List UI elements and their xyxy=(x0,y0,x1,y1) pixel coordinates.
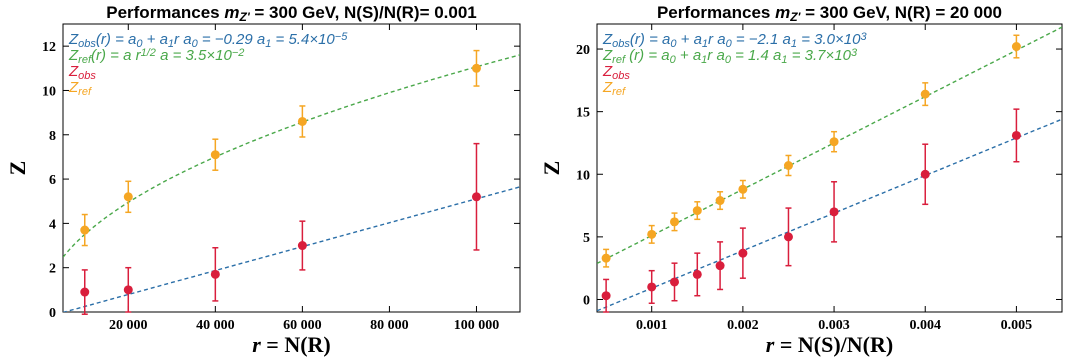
legend-entry: Zref xyxy=(602,79,626,98)
y-tick-label: 10 xyxy=(576,168,590,183)
data-point-ref xyxy=(80,225,90,235)
data-point-obs xyxy=(920,169,930,179)
data-point-obs xyxy=(829,207,839,217)
x-tick-label: 40 000 xyxy=(196,318,235,333)
chart-panel-1: Performances mZ' = 300 GeV, N(S)/N(R)= 0… xyxy=(5,3,521,357)
legend-entry: Zref(r) = a r1/2 a = 3.5×10−2 xyxy=(68,47,244,66)
data-point-obs xyxy=(123,285,133,295)
y-tick-label: 15 xyxy=(576,106,590,121)
legend-entry: Zref (r) = a0 + a1r a0 = 1.4 a1 = 3.7×10… xyxy=(602,47,858,66)
data-point-ref xyxy=(783,160,793,170)
data-point-obs xyxy=(210,269,220,279)
data-point-obs xyxy=(647,282,657,292)
data-point-ref xyxy=(647,229,657,239)
x-tick-label: 20 000 xyxy=(109,318,148,333)
data-point-obs xyxy=(670,277,679,287)
legend-entry: Zobs(r) = a0 + a1r a0 = −2.1 a1 = 3.0×10… xyxy=(602,31,867,50)
plot-frame xyxy=(62,23,521,313)
y-tick-label: 4 xyxy=(49,217,56,232)
y-tick-label: 10 xyxy=(42,84,56,99)
data-point-ref xyxy=(123,192,133,202)
data-point-obs xyxy=(297,241,307,251)
data-point-obs xyxy=(715,261,725,271)
data-point-obs xyxy=(80,287,90,297)
x-tick-label: 0.001 xyxy=(636,318,668,333)
chart-title: Performances mZ' = 300 GeV, N(R) = 20 00… xyxy=(657,3,1002,24)
data-point-ref xyxy=(601,253,611,263)
data-point-ref xyxy=(738,184,748,194)
y-axis-label: Z xyxy=(539,161,564,176)
data-point-obs xyxy=(471,192,481,202)
data-point-ref xyxy=(829,137,839,147)
x-tick-label: 100 000 xyxy=(454,318,500,333)
chart-panel-2: Performances mZ' = 300 GeV, N(R) = 20 00… xyxy=(539,3,1063,357)
legend-entry: Zobs xyxy=(602,63,630,82)
data-point-ref xyxy=(1011,42,1021,52)
data-point-ref xyxy=(920,89,930,99)
chart-title: Performances mZ' = 300 GeV, N(S)/N(R)= 0… xyxy=(106,3,477,24)
data-point-ref xyxy=(210,150,220,160)
fit-line-obs_fit xyxy=(597,118,1062,312)
y-tick-label: 20 xyxy=(576,43,590,58)
fit-line-obs_fit xyxy=(63,186,520,312)
data-point-ref xyxy=(692,206,702,216)
data-point-ref xyxy=(715,196,725,206)
data-point-obs xyxy=(601,291,611,301)
legend-entry: Zobs(r) = a0 + a1r a0 = −0.29 a1 = 5.4×1… xyxy=(68,31,348,50)
y-tick-label: 12 xyxy=(42,40,56,55)
y-axis-label: Z xyxy=(5,161,30,176)
y-tick-label: 0 xyxy=(583,293,590,308)
x-tick-label: 0.002 xyxy=(727,318,759,333)
y-tick-label: 2 xyxy=(49,262,56,277)
x-tick-label: 0.005 xyxy=(1001,318,1033,333)
x-tick-label: 0.003 xyxy=(818,318,850,333)
plot-frame xyxy=(596,23,1063,313)
data-point-obs xyxy=(783,232,793,242)
data-point-ref xyxy=(670,217,679,227)
data-point-obs xyxy=(738,248,748,258)
x-axis-label: r = N(S)/N(R) xyxy=(766,332,893,357)
data-point-ref xyxy=(297,116,307,126)
data-point-ref xyxy=(471,63,481,73)
y-tick-label: 0 xyxy=(49,306,56,321)
x-axis-label: r = N(R) xyxy=(252,332,331,357)
x-tick-label: 60 000 xyxy=(283,318,322,333)
data-point-obs xyxy=(1011,130,1021,140)
legend-entry: Zobs xyxy=(68,63,96,82)
fit-line-ref_fit xyxy=(63,54,520,258)
y-tick-label: 6 xyxy=(49,173,56,188)
y-tick-label: 5 xyxy=(583,231,590,246)
data-point-obs xyxy=(692,269,702,279)
legend-entry: Zref xyxy=(68,79,92,98)
x-tick-label: 0.004 xyxy=(909,318,941,333)
x-tick-label: 80 000 xyxy=(370,318,409,333)
y-tick-label: 8 xyxy=(49,129,56,144)
